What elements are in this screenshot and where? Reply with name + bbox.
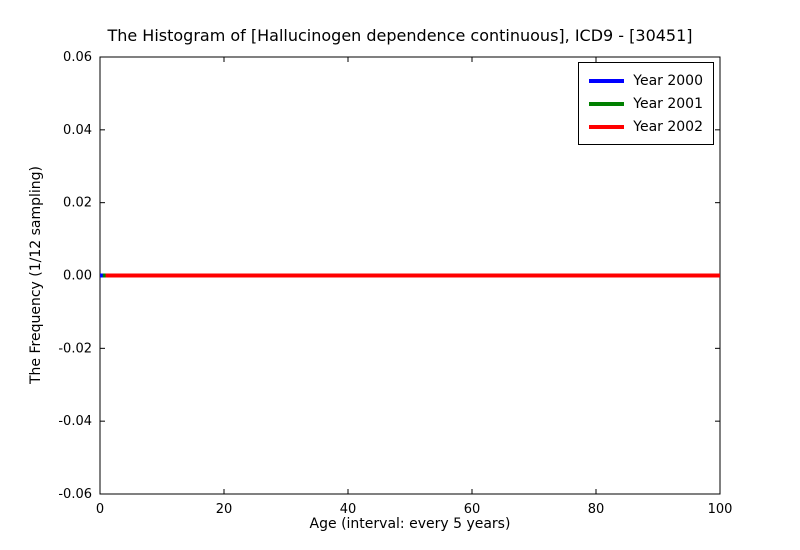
y-axis-label: The Frequency (1/12 sampling) — [28, 165, 44, 385]
x-tick-label: 100 — [708, 502, 733, 517]
legend-swatch — [589, 78, 625, 83]
y-tick-label: 0.04 — [63, 123, 92, 138]
legend-item: Year 2000 — [589, 69, 703, 92]
x-tick-label: 60 — [464, 502, 481, 517]
y-tick-label: -0.02 — [58, 341, 92, 356]
y-tick-label: -0.04 — [58, 414, 92, 429]
x-tick-label: 20 — [216, 502, 233, 517]
legend-swatch — [589, 124, 625, 129]
legend-swatch — [589, 101, 625, 106]
legend-label: Year 2000 — [633, 72, 703, 89]
legend-item: Year 2002 — [589, 115, 703, 138]
x-axis-label: Age (interval: every 5 years) — [309, 516, 511, 532]
legend-item: Year 2001 — [589, 92, 703, 115]
y-tick-label: 0.06 — [63, 50, 92, 65]
legend: Year 2000 Year 2001 Year 2002 — [578, 62, 714, 145]
legend-label: Year 2002 — [633, 118, 703, 135]
x-tick-label: 0 — [96, 502, 104, 517]
y-tick-label: 0.00 — [63, 269, 92, 284]
legend-label: Year 2001 — [633, 95, 703, 112]
chart-title: The Histogram of [Hallucinogen dependenc… — [107, 26, 693, 45]
y-tick-label: 0.02 — [63, 196, 92, 211]
y-tick-label: -0.06 — [58, 487, 92, 502]
x-tick-label: 40 — [340, 502, 357, 517]
x-tick-label: 80 — [588, 502, 605, 517]
